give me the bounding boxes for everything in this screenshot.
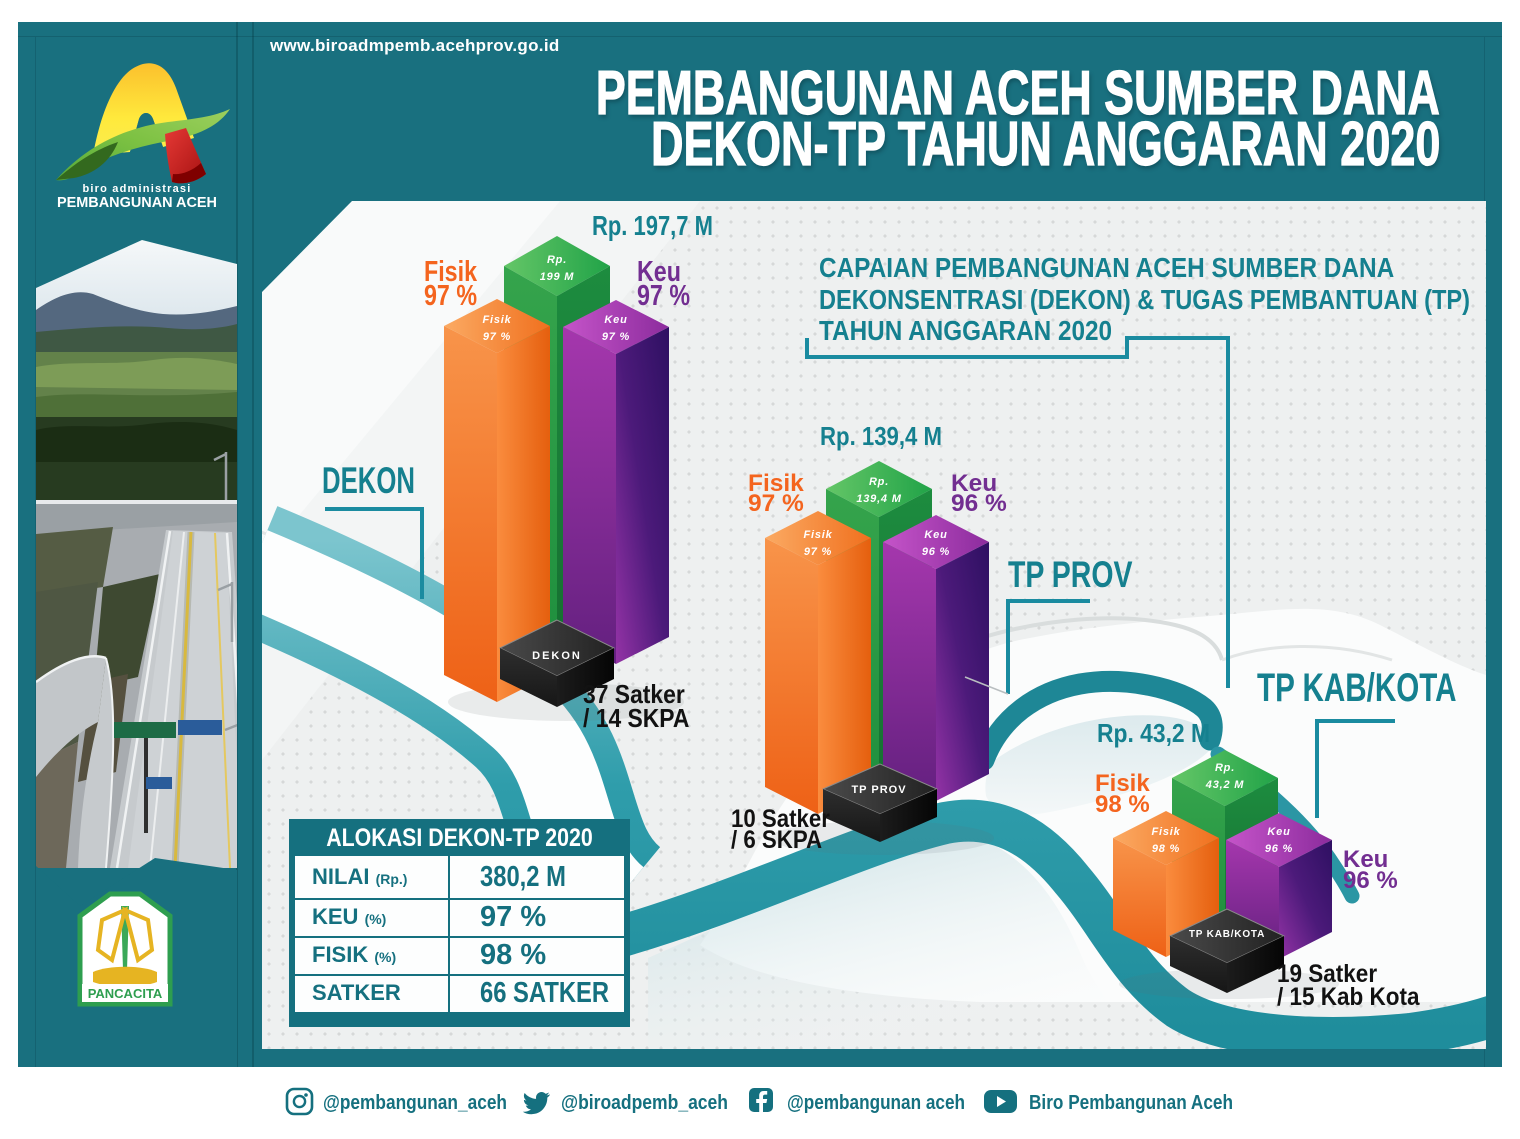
svg-text:@pembangunan aceh: @pembangunan aceh [787, 1092, 965, 1114]
svg-text:PEMBANGUNAN ACEH: PEMBANGUNAN ACEH [57, 194, 217, 211]
svg-text:biro administrasi: biro administrasi [82, 183, 191, 195]
svg-text:Biro Pembangunan Aceh: Biro Pembangunan Aceh [1029, 1092, 1233, 1114]
svg-text:PANCACITA: PANCACITA [88, 986, 163, 1001]
svg-text:@biroadpemb_aceh: @biroadpemb_aceh [561, 1092, 728, 1114]
svg-text:@pembangunan_aceh: @pembangunan_aceh [323, 1092, 507, 1114]
